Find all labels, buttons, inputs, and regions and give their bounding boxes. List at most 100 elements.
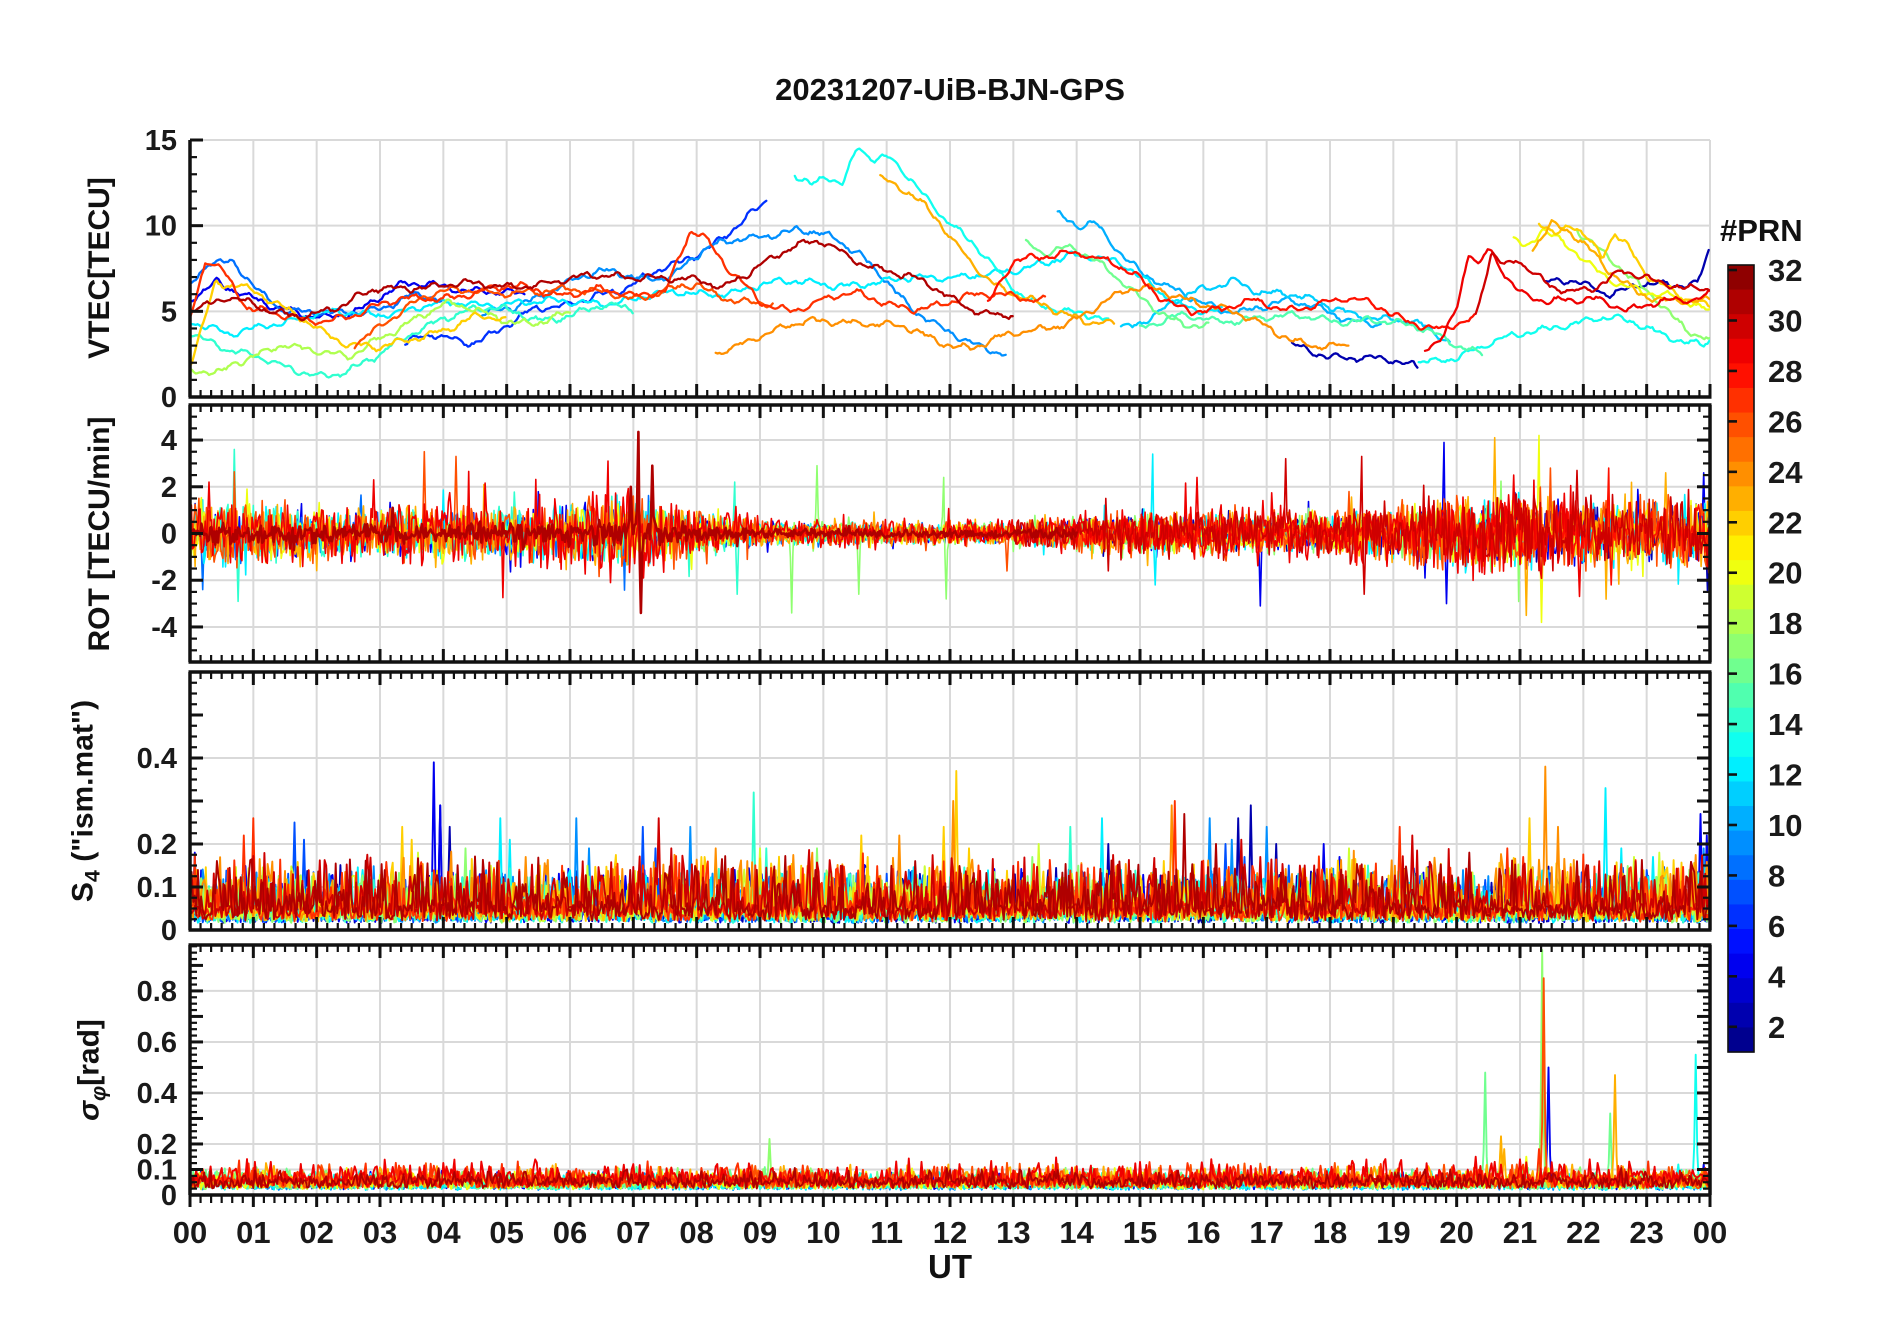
- phi-subscript: φ: [85, 1085, 111, 1101]
- s4-symbol: S: [66, 882, 100, 903]
- colorbar-tick-label: 2: [1768, 1010, 1785, 1045]
- sigma-ytick-label: 0.1: [137, 1154, 177, 1186]
- series-line: [1531, 219, 1710, 306]
- sigma-ytick-label: 0.8: [137, 976, 177, 1008]
- colorbar-block: [1728, 781, 1754, 807]
- series-line: [714, 282, 1350, 356]
- colorbar-block: [1728, 363, 1754, 389]
- sigma-suffix: [rad]: [72, 1019, 106, 1086]
- colorbar-tick-label: 14: [1768, 707, 1803, 742]
- colorbar-tick-label: 4: [1768, 959, 1786, 994]
- x-axis-label: UT: [928, 1248, 972, 1285]
- x-tick-label: 23: [1629, 1215, 1663, 1250]
- series-line: [190, 450, 1710, 578]
- colorbar-tick-label: 12: [1768, 758, 1802, 793]
- colorbar-tick-label: 20: [1768, 556, 1802, 591]
- x-tick-label: 11: [870, 1215, 903, 1250]
- vtec-ytick-label: 15: [145, 125, 177, 157]
- s4-panel: 0 0.1 0.2 0.4: [137, 670, 1712, 947]
- x-tick-label: 12: [933, 1215, 967, 1250]
- series-line: [1056, 210, 1382, 329]
- x-tick-label: 03: [363, 1215, 397, 1250]
- colorbar-block: [1728, 486, 1754, 512]
- rot-axes: [188, 403, 1712, 664]
- rot-ytick-label: -2: [151, 565, 177, 597]
- y-axis-label-sigma: σφ[rad]: [73, 1019, 112, 1121]
- rot-ytick-label: 2: [161, 472, 177, 504]
- colorbar-tick-label: 24: [1768, 455, 1803, 490]
- series-line: [986, 249, 1476, 331]
- series-line: [1537, 222, 1710, 309]
- colorbar-block: [1728, 461, 1754, 487]
- vtec-ytick-label: 0: [161, 382, 177, 414]
- series-line: [190, 430, 1078, 615]
- x-tick-label: 05: [489, 1215, 523, 1250]
- series-line: [190, 279, 507, 368]
- colorbar-block: [1728, 879, 1754, 906]
- colorbar-block: [1728, 584, 1754, 610]
- vtec-axes: [188, 138, 1712, 399]
- rot-ytick-label: 0: [161, 519, 177, 551]
- colorbar-tick-label: 30: [1768, 303, 1802, 338]
- series-line: [1575, 229, 1710, 341]
- series-line: [1012, 455, 1710, 596]
- x-tick-label: 14: [1059, 1215, 1094, 1250]
- rot-ytick-label: -4: [151, 612, 177, 644]
- x-tick-label: 22: [1566, 1215, 1600, 1250]
- x-tick-label: 08: [679, 1215, 713, 1250]
- x-tick-label: 09: [743, 1215, 777, 1250]
- series-line: [1423, 248, 1710, 352]
- s4-ytick-label: 0.1: [137, 872, 177, 904]
- series-line: [190, 301, 634, 379]
- colorbar-block: [1728, 953, 1754, 979]
- x-tick-label: 21: [1503, 1215, 1537, 1250]
- x-tick-label: 04: [426, 1215, 461, 1250]
- series-line: [793, 147, 1110, 321]
- series-line: [353, 282, 774, 350]
- series-line: [1138, 310, 1484, 357]
- sigma-ytick-label: 0: [161, 1180, 177, 1212]
- vtec-panel: 0 5 10 15: [145, 125, 1712, 414]
- colorbar-block: [1728, 535, 1754, 561]
- y-axis-label-rot: ROT [TECU/min]: [83, 416, 116, 652]
- colorbar-tick-label: 22: [1768, 505, 1802, 540]
- x-tick-label: 01: [236, 1215, 270, 1250]
- series-line: [1024, 238, 1210, 329]
- x-tick-label: 17: [1249, 1215, 1283, 1250]
- colorbar-block: [1728, 978, 1754, 1004]
- colorbar-block: [1728, 756, 1754, 783]
- rot-series: [190, 430, 1710, 624]
- colorbar-tick-label: 6: [1768, 909, 1785, 944]
- colorbar-tick-label: 16: [1768, 657, 1802, 692]
- colorbar-block: [1728, 732, 1754, 758]
- rot-ytick-label: 4: [161, 425, 177, 457]
- x-tick-labels: 00 01 02 03 04 05 06 07 08 09 10 11 12 13 14 15 16 17 18 19…: [173, 1215, 1727, 1250]
- x-tick-label: 20: [1439, 1215, 1473, 1250]
- colorbar-block: [1728, 707, 1754, 733]
- colorbar-block: [1728, 658, 1754, 684]
- vtec-ytick-label: 5: [161, 296, 177, 328]
- x-tick-label: 15: [1123, 1215, 1157, 1250]
- vtec-series: [190, 147, 1710, 379]
- series-line: [190, 230, 1047, 326]
- x-tick-label: 18: [1313, 1215, 1347, 1250]
- y-axis-label-s4: S4 ("ism.mat"): [67, 700, 106, 902]
- colorbar-tick-label: 28: [1768, 354, 1802, 389]
- colorbar-block: [1728, 387, 1754, 414]
- x-tick-label: 00: [1693, 1215, 1727, 1250]
- colorbar-block: [1728, 412, 1754, 438]
- colorbar-block: [1728, 830, 1754, 856]
- colorbar-block: [1728, 289, 1754, 315]
- colorbar-title: #PRN: [1720, 213, 1803, 248]
- x-tick-label: 00: [173, 1215, 207, 1250]
- x-tick-label: 10: [806, 1215, 840, 1250]
- x-tick-label: 16: [1186, 1215, 1220, 1250]
- x-tick-label: 06: [553, 1215, 587, 1250]
- series-line: [1474, 251, 1710, 315]
- colorbar-block: [1728, 683, 1754, 709]
- series-line: [190, 1166, 1710, 1190]
- colorbar-block: [1728, 633, 1754, 660]
- colorbar-tick-label: 18: [1768, 606, 1802, 641]
